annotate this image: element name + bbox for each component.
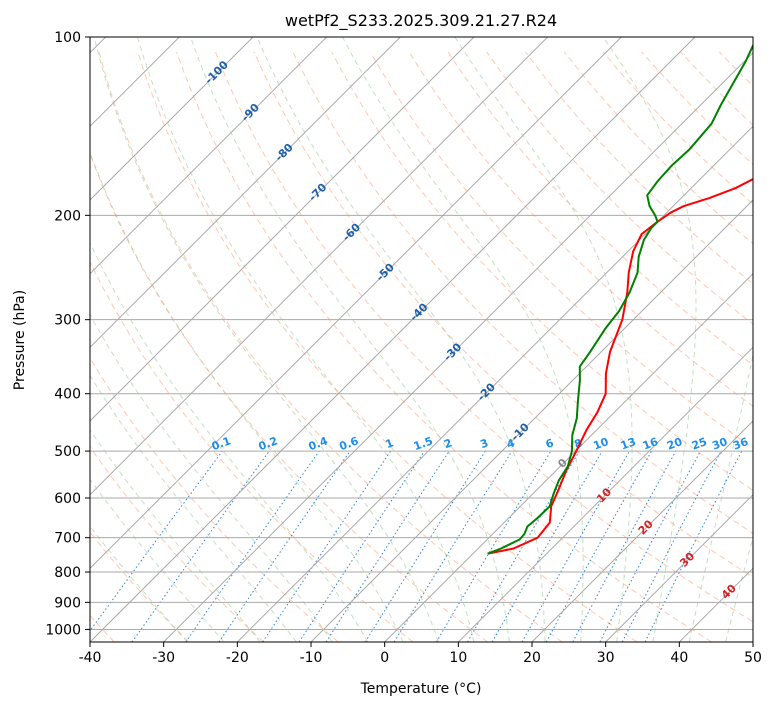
x-tick-label: -40 [79, 650, 102, 666]
mixing-ratio-label: 30 [710, 435, 729, 453]
moist-adiabat-line [603, 37, 696, 642]
mixing-ratio-label: 36 [731, 435, 750, 453]
mixing-ratio-line [522, 451, 629, 642]
isotherm-line [385, 37, 775, 642]
mixing-ratio-label: 0.1 [210, 434, 233, 453]
moist-adiabat-line [0, 37, 224, 642]
x-tick-label: 10 [449, 650, 467, 666]
moist-adiabat-line [26, 37, 367, 642]
y-tick-label: 600 [54, 491, 81, 507]
dry-adiabat-line [0, 52, 264, 642]
moist-adiabat-line [0, 37, 187, 642]
x-tick-label: 20 [523, 650, 541, 666]
mixing-ratio-label: 1.5 [412, 434, 435, 453]
moist-adiabat-line [191, 37, 510, 642]
isotherm-label: -20 [475, 380, 498, 403]
isotherm-line [458, 37, 775, 642]
mixing-ratio-line [436, 451, 551, 642]
y-tick-label: 500 [54, 444, 81, 460]
dry-adiabat-line [719, 52, 775, 642]
y-tick-label: 100 [54, 30, 81, 46]
mixing-ratio-line [326, 451, 449, 642]
mixing-ratio-line [573, 451, 676, 642]
mixing-ratio-label: 2 [442, 436, 454, 451]
y-tick-label: 200 [54, 208, 81, 224]
mixing-ratio-label: 10 [592, 435, 611, 453]
dry-adiabat-line [138, 52, 637, 642]
isotherm-line [0, 37, 327, 642]
dry-adiabat-line [60, 52, 487, 642]
moist-adiabat-line [689, 37, 775, 642]
plot-area: -100-90-80-70-60-50-40-30-20-10010203040… [0, 37, 775, 642]
y-tick-label: 300 [54, 313, 81, 329]
x-tick-label: -10 [300, 650, 323, 666]
x-tick-label: 0 [380, 650, 389, 666]
dry-adiabat-line [758, 52, 775, 642]
dry-adiabat-line [642, 52, 775, 642]
mixing-ratio-line [219, 451, 350, 642]
mixing-ratio-label: 20 [665, 435, 684, 453]
mixing-ratio-label: 6 [544, 436, 556, 451]
isotherm-label: -60 [340, 220, 363, 243]
moist-adiabat-line [0, 37, 332, 642]
isotherm-line [753, 37, 775, 642]
isotherm-line [237, 37, 775, 642]
mixing-ratio-label: 16 [641, 435, 660, 453]
dry-adiabat-line [564, 52, 775, 642]
y-tick-label: 1000 [45, 622, 81, 638]
mixing-ratio-label: 25 [690, 435, 709, 452]
mixing-ratio-label: 3 [478, 436, 490, 451]
mixing-ratio-line [299, 451, 424, 642]
x-axis-label: Temperature (°C) [360, 681, 482, 697]
mixing-ratio-label: 0.6 [338, 434, 361, 453]
x-tick-label: 40 [670, 650, 688, 666]
y-tick-label: 900 [54, 595, 81, 611]
dry-adiabat-line [22, 52, 413, 642]
dry-adiabat-line [370, 52, 775, 642]
isotherm-line [0, 37, 253, 642]
isotherm-line [90, 37, 695, 642]
isotherm-line [16, 37, 621, 642]
y-tick-label: 700 [54, 531, 81, 547]
y-tick-label: 400 [54, 387, 81, 403]
dry-adiabat-line [526, 52, 775, 642]
chart-title: wetPf2_S233.2025.309.21.27.R24 [285, 11, 557, 31]
mixing-ratio-line [82, 451, 223, 642]
isotherm-line [0, 37, 400, 642]
mixing-ratio-label: 1 [384, 436, 396, 451]
plot-frame [90, 37, 753, 642]
isotherm-line [679, 37, 775, 642]
isotherm-line [164, 37, 769, 642]
mixing-ratio-line [365, 451, 485, 642]
moist-adiabat-line [343, 37, 584, 642]
isotherm-line [532, 37, 775, 642]
mixing-ratio-line [263, 451, 391, 642]
mixing-ratio-label: 13 [619, 435, 638, 452]
isotherm-line [0, 37, 474, 642]
y-axis-label: Pressure (hPa) [12, 290, 28, 390]
moist-adiabat-line [726, 37, 775, 642]
dry-adiabat-line [293, 52, 775, 642]
x-tick-label: -20 [226, 650, 249, 666]
dry-adiabat-line [487, 52, 775, 642]
moist-adiabat-line [0, 37, 260, 642]
mixing-ratio-label: 0.4 [307, 434, 330, 453]
dry-adiabat-line [0, 52, 338, 642]
isotherm-line [311, 37, 775, 642]
mixing-ratio-line [600, 451, 701, 642]
x-tick-label: 30 [597, 650, 615, 666]
isotherm-label: 20 [636, 517, 656, 537]
y-tick-label: 800 [54, 565, 81, 581]
x-tick-label: -30 [152, 650, 175, 666]
isotherm-label: -100 [202, 58, 231, 87]
mixing-ratio-label: 0.2 [257, 434, 280, 453]
dewpoint-profile-line [488, 37, 757, 554]
x-tick-label: 50 [744, 650, 762, 666]
dry-adiabat-line [0, 52, 189, 642]
